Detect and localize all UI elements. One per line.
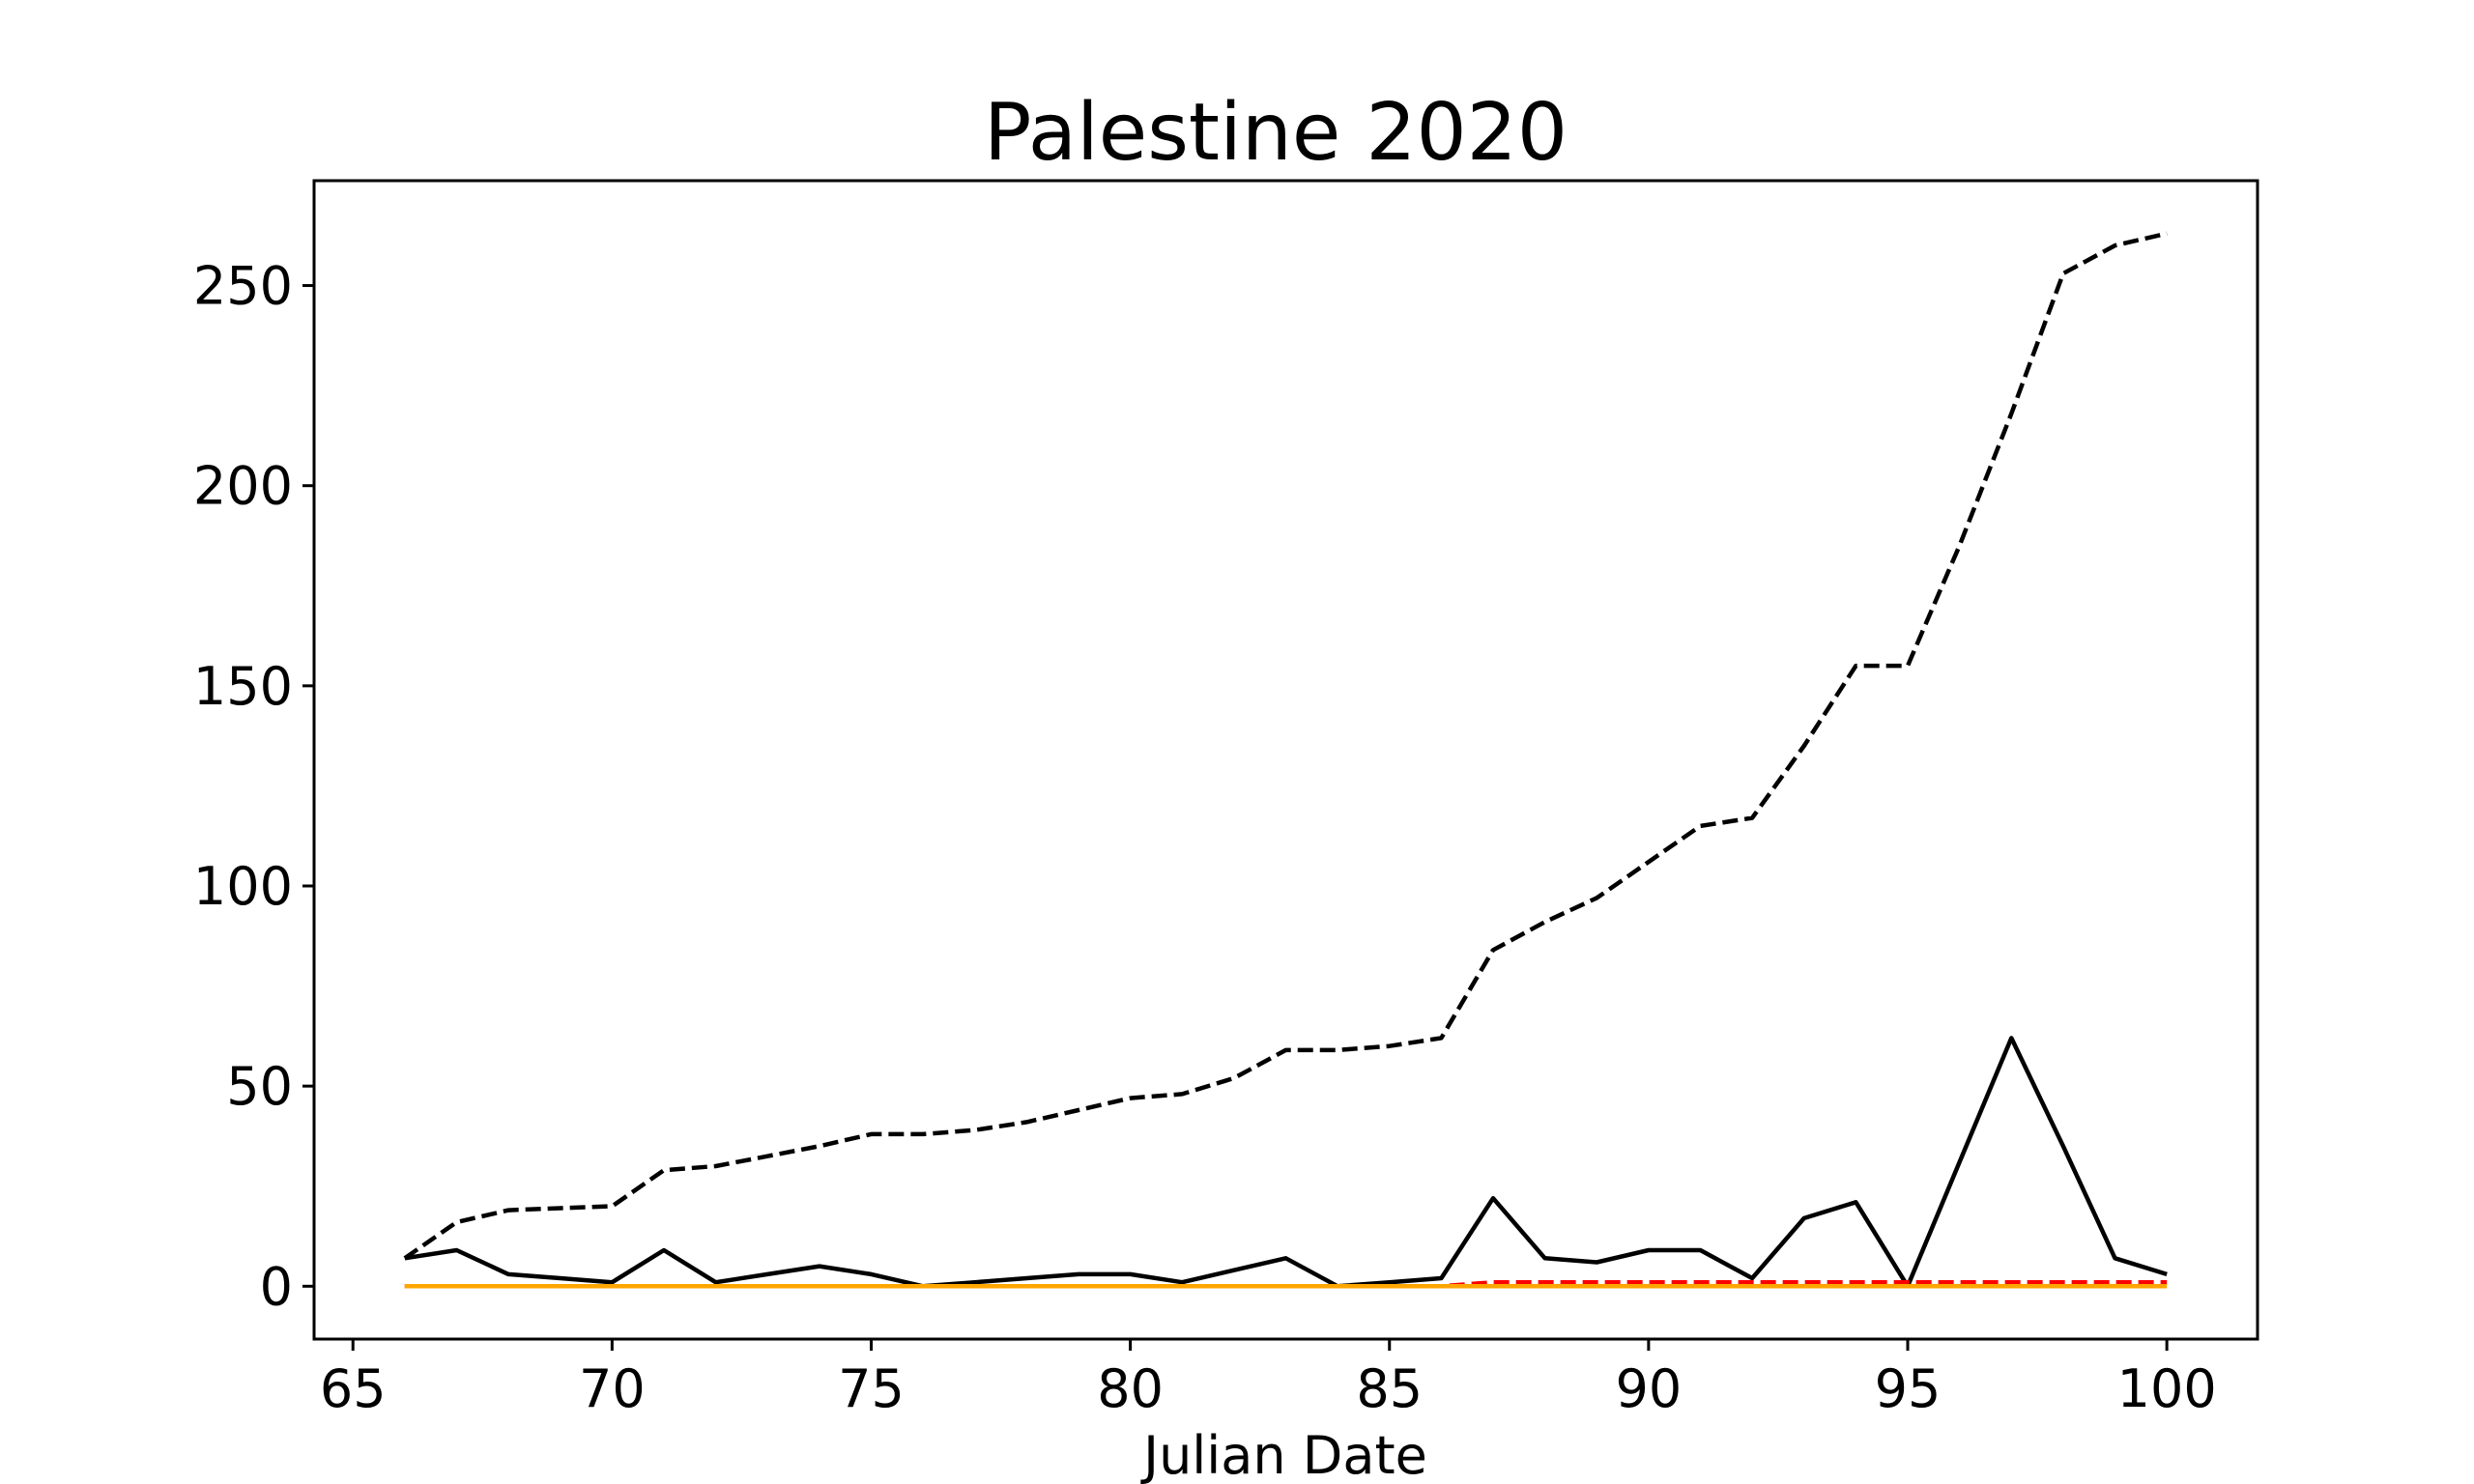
y-tick-label: 50	[226, 1056, 293, 1117]
x-tick-label: 65	[320, 1358, 387, 1419]
y-tick-label: 200	[193, 456, 293, 517]
x-axis: 65 70 75 80 85 90 95 100	[320, 1339, 2217, 1419]
plot-frame	[312, 179, 2259, 1341]
series-line-1	[403, 231, 2168, 1261]
x-tick-label: 70	[579, 1358, 646, 1419]
x-tick-label: 85	[1356, 1358, 1423, 1419]
y-tick-label: 250	[193, 256, 293, 317]
x-tick-label: 75	[838, 1358, 905, 1419]
y-axis: 0 50 100 150 200 250	[193, 256, 314, 1317]
x-tick-label: 80	[1097, 1358, 1164, 1419]
series-layer	[403, 231, 2168, 1289]
x-tick-label: 100	[2117, 1358, 2217, 1419]
x-tick-label: 90	[1616, 1358, 1683, 1419]
y-tick-label: 0	[260, 1256, 293, 1317]
chart-title: Palestine 2020	[984, 87, 1568, 179]
x-axis-label: Julian Date	[1140, 1425, 1427, 1484]
y-tick-label: 150	[193, 656, 293, 717]
y-tick-label: 100	[193, 856, 293, 917]
series-line-2	[404, 1036, 2168, 1289]
x-tick-label: 95	[1875, 1358, 1942, 1419]
